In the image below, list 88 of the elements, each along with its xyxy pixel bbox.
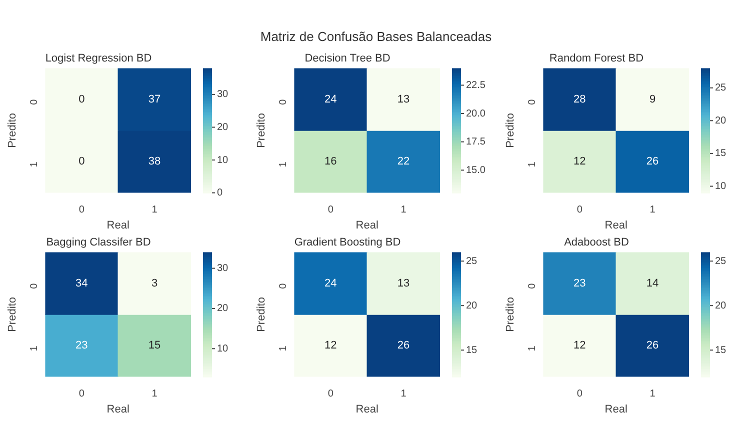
data-label: 13: [397, 277, 410, 290]
x-axis-title: Real: [106, 403, 130, 416]
y-tick-label: 1: [278, 345, 289, 352]
color-bar-label: 30: [217, 263, 229, 274]
color-bar-label: 20: [217, 303, 229, 314]
data-label: 0: [78, 156, 85, 168]
data-label: 23: [574, 277, 586, 290]
color-bar-label: 15: [715, 344, 727, 356]
data-label: 38: [148, 156, 161, 168]
data-label: 23: [76, 340, 88, 352]
x-tick-label: 0: [78, 388, 85, 400]
x-axis-title: Real: [604, 219, 628, 232]
color-bar-label: 30: [217, 89, 229, 100]
data-label: 24: [324, 93, 337, 106]
y-axis-title: Predito: [504, 113, 517, 148]
color-bar-label: 15.0: [466, 164, 486, 176]
text: Matriz de Confusão Bases Balanceadas: [260, 29, 492, 44]
data-label: 37: [148, 93, 161, 106]
color-bar-label: 20: [217, 122, 229, 133]
y-tick-label: 1: [278, 161, 289, 168]
chart-title: Logist Regression BD: [45, 52, 152, 65]
data-label: 22: [397, 156, 410, 168]
data-label: 13: [397, 93, 410, 106]
x-tick-label: 0: [328, 388, 334, 400]
color-bar-label: 25: [715, 82, 727, 94]
x-tick-label: 0: [576, 204, 583, 216]
data-label: 24: [324, 277, 337, 290]
x-tick-label: 0: [78, 204, 85, 216]
x-axis-title: Real: [604, 403, 628, 416]
data-label: 16: [324, 156, 337, 168]
color-bar-label: 0: [217, 188, 223, 199]
x-tick-label: 1: [152, 204, 158, 216]
color-bar-label: 20.0: [466, 108, 486, 120]
color-bar-label: 22.5: [466, 80, 486, 91]
color-bar-label: 20: [715, 300, 727, 312]
y-axis-title: Predito: [504, 297, 517, 332]
y-axis-title: Predito: [256, 297, 268, 332]
chart-title: Gradient Boosting BD: [294, 236, 401, 249]
x-axis-title: Real: [106, 219, 130, 232]
data-label: 26: [646, 340, 659, 352]
y-tick-label: 0: [526, 98, 538, 105]
data-label: 9: [649, 93, 656, 106]
y-tick-label: 0: [28, 98, 40, 105]
color-bar-label: 20: [466, 300, 478, 312]
data-label: 15: [148, 340, 161, 352]
x-tick-label: 1: [650, 388, 656, 400]
y-axis-title: Predito: [256, 113, 268, 148]
y-tick-label: 1: [28, 345, 40, 352]
x-tick-label: 1: [650, 204, 656, 216]
data-label: 12: [324, 340, 337, 352]
y-tick-label: 1: [526, 161, 538, 168]
color-bar-label: 15: [715, 148, 727, 160]
y-tick-label: 1: [526, 345, 538, 352]
data-label: 26: [397, 340, 410, 352]
chart-title: Random Forest BD: [549, 52, 644, 65]
color-bar-label: 10: [217, 154, 229, 166]
y-tick-label: 1: [28, 161, 40, 168]
y-tick-label: 0: [28, 282, 40, 289]
x-tick-label: 0: [328, 204, 334, 216]
chart-title: Bagging Classifer BD: [46, 236, 151, 249]
y-tick-label: 0: [278, 98, 289, 105]
data-label: 12: [574, 156, 586, 168]
data-label: 28: [574, 93, 586, 106]
data-label: 26: [646, 156, 659, 168]
x-tick-label: 0: [576, 388, 583, 400]
y-tick-label: 0: [526, 282, 538, 289]
y-axis-title: Predito: [6, 113, 19, 148]
data-label: 14: [646, 277, 659, 290]
x-tick-label: 1: [400, 204, 407, 216]
y-tick-label: 0: [278, 282, 289, 289]
color-bar-label: 10: [217, 343, 229, 354]
color-bar-label: 25: [715, 256, 727, 267]
data-label: 12: [574, 340, 586, 352]
data-label: 0: [78, 93, 85, 106]
data-label: 34: [76, 277, 88, 290]
color-bar-label: 17.5: [466, 136, 486, 148]
color-bar-label: 25: [466, 256, 478, 267]
data-label: 3: [151, 277, 158, 290]
y-axis-title: Predito: [6, 297, 19, 332]
x-axis-title: Real: [356, 403, 378, 416]
color-bar-label: 10: [715, 180, 727, 192]
chart-title: Adaboost BD: [564, 236, 629, 249]
chart-title: Decision Tree BD: [304, 52, 390, 65]
x-axis-title: Real: [356, 219, 378, 232]
color-bar-label: 15: [466, 344, 478, 356]
color-bar-label: 20: [715, 115, 727, 126]
x-tick-label: 1: [400, 388, 407, 400]
x-tick-label: 1: [152, 388, 158, 400]
